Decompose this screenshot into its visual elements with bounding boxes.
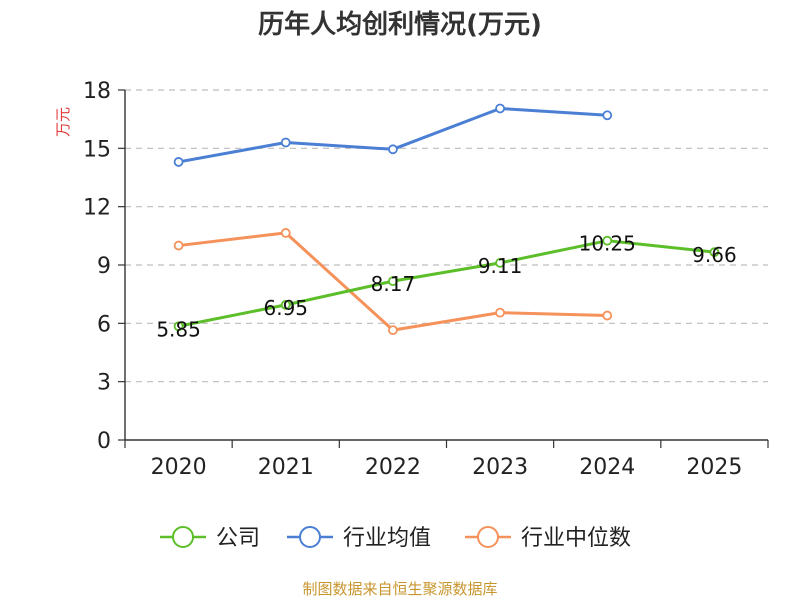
data-label: 5.85 xyxy=(156,317,201,341)
data-label: 8.17 xyxy=(371,272,416,296)
legend-marker xyxy=(477,526,499,548)
x-tick-label: 2025 xyxy=(686,455,742,480)
legend-label: 行业均值 xyxy=(343,526,431,551)
legend-item-1[interactable]: 行业均值 xyxy=(287,526,431,551)
y-tick-label: 3 xyxy=(97,371,111,396)
x-tick-label: 2022 xyxy=(365,455,421,480)
legend[interactable]: 公司 行业均值 行业中位数 xyxy=(160,526,631,551)
y-axis-label: 万元 xyxy=(54,107,72,137)
data-point xyxy=(495,103,505,114)
data-point xyxy=(280,299,291,310)
series-line-0 xyxy=(178,239,715,328)
data-point xyxy=(602,110,613,121)
y-tick-label: 9 xyxy=(97,254,111,279)
y-tick-label: 6 xyxy=(97,312,111,337)
legend-marker xyxy=(299,526,321,548)
data-point xyxy=(388,276,398,287)
data-point xyxy=(280,137,291,148)
y-tick-label: 0 xyxy=(97,429,111,454)
data-point xyxy=(173,157,184,167)
data-point xyxy=(388,144,398,155)
data-label: 6.95 xyxy=(263,296,308,320)
chart-title: 历年人均创利情况(万元) xyxy=(258,9,542,40)
x-tick-label: 2021 xyxy=(258,455,314,480)
legend-label: 公司 xyxy=(216,526,260,551)
data-point xyxy=(495,257,505,268)
x-tick-label: 2024 xyxy=(579,455,635,480)
axes: 0 3 6 9 12 15 18 2020 2021 2022 2023 2024 2025 xyxy=(83,79,769,480)
y-tick-label: 18 xyxy=(83,79,111,104)
data-point xyxy=(388,325,398,336)
data-point xyxy=(495,307,505,318)
data-point xyxy=(173,240,184,251)
y-tick-label: 12 xyxy=(83,196,111,221)
data-label: 9.66 xyxy=(692,243,737,267)
legend-item-0[interactable]: 公司 xyxy=(160,526,260,551)
y-tick-label: 15 xyxy=(83,137,111,162)
legend-marker xyxy=(172,526,194,548)
series-group xyxy=(173,103,720,336)
data-point xyxy=(602,310,613,321)
data-label: 9.11 xyxy=(478,254,523,278)
data-point xyxy=(280,228,291,238)
legend-item-2[interactable]: 行业中位数 xyxy=(465,526,631,551)
gridlines xyxy=(125,89,768,383)
data-point xyxy=(173,321,184,332)
legend-label: 行业中位数 xyxy=(521,526,631,551)
x-tick-label: 2020 xyxy=(151,455,207,480)
source-note: 制图数据来自恒生聚源数据库 xyxy=(302,580,497,598)
data-point xyxy=(709,247,720,258)
x-tick-label: 2023 xyxy=(472,455,528,480)
data-point xyxy=(602,235,613,246)
data-label: 10.25 xyxy=(579,232,636,256)
data-labels: 5.85 6.95 8.17 9.11 10.25 9.66 xyxy=(156,232,736,342)
